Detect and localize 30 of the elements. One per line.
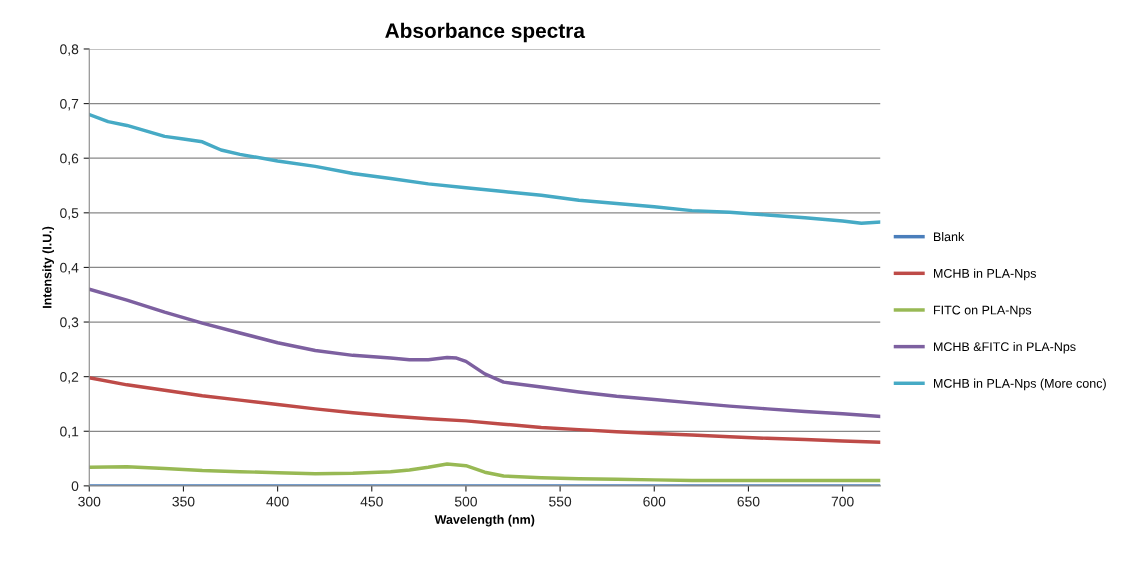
y-axis-title: Intensity (I.U.) (42, 226, 54, 308)
x-tick-label: 500 (454, 496, 477, 507)
legend-label: MCHB &FITC in PLA-Nps (934, 341, 1076, 354)
legend-label: Blank (934, 231, 965, 242)
x-axis-title: Wavelength (nm) (434, 514, 535, 527)
x-tick-label: 650 (737, 496, 760, 507)
x-tick-label: 550 (549, 496, 572, 507)
y-tick-label: 0,7 (60, 98, 79, 111)
y-tick-label: 0,4 (60, 262, 79, 275)
x-tick-label: 400 (266, 496, 289, 507)
chart-title: Absorbance spectra (385, 22, 586, 43)
legend-label: FITC on PLA-Nps (934, 305, 1032, 317)
x-tick-label: 450 (360, 496, 383, 507)
x-tick-label: 600 (643, 496, 666, 507)
y-tick-label: 0,6 (60, 153, 79, 166)
line-series (89, 112, 881, 225)
y-tick-label: 0,8 (60, 44, 79, 56)
line-series (89, 287, 881, 419)
line-series (89, 462, 881, 483)
legend-label: MCHB in PLA-Nps (More conc) (934, 378, 1106, 391)
legend-label: MCHB in PLA-Nps (934, 268, 1037, 281)
y-tick-label: 0,5 (60, 208, 79, 220)
y-tick-label: 0 (71, 481, 79, 492)
y-tick-label: 0,1 (60, 426, 79, 439)
line-series (89, 376, 881, 444)
x-tick-label: 700 (831, 496, 854, 507)
x-tick-label: 350 (172, 496, 195, 507)
y-tick-label: 0,2 (60, 371, 79, 384)
y-tick-label: 0,3 (60, 317, 79, 329)
x-tick-label: 300 (78, 496, 101, 507)
